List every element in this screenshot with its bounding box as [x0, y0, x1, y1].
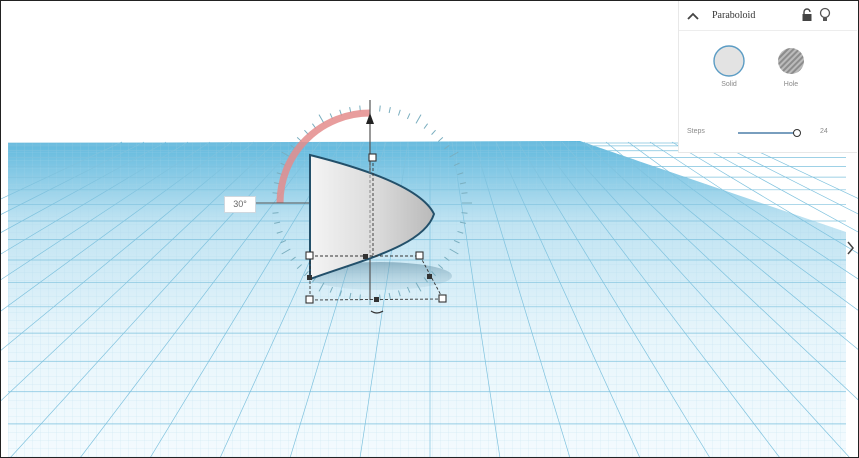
solid-label: Solid: [721, 81, 737, 88]
midpoint-handle[interactable]: [363, 254, 368, 259]
midpoint-handle[interactable]: [374, 297, 379, 302]
workplane-grid[interactable]: [0, 141, 859, 458]
steps-slider[interactable]: [737, 127, 803, 139]
solid-option[interactable]: Solid: [707, 44, 751, 94]
solid-swatch: [713, 45, 745, 77]
rotation-handle[interactable]: [366, 113, 374, 124]
slider-knob[interactable]: [793, 129, 801, 137]
rotation-ring[interactable]: [254, 100, 472, 305]
hole-label: Hole: [783, 81, 799, 88]
hole-option[interactable]: Hole: [769, 44, 813, 94]
steps-label: Steps: [687, 128, 705, 135]
midpoint-handle[interactable]: [307, 275, 312, 280]
rotation-angle-readout: 30°: [224, 196, 256, 213]
lock-icon[interactable]: [801, 8, 813, 22]
lightbulb-icon[interactable]: [819, 7, 831, 23]
hole-swatch: [778, 48, 804, 74]
rotate-arrow-icon[interactable]: [370, 310, 384, 314]
resize-handle[interactable]: [305, 153, 447, 304]
steps-value: 24: [820, 128, 828, 135]
panel-header: Paraboloid: [679, 0, 857, 31]
midpoint-handle[interactable]: [427, 274, 432, 279]
shape-name: Paraboloid: [712, 10, 756, 21]
shape-properties-panel: Paraboloid Solid: [678, 0, 857, 153]
chevron-right-icon[interactable]: [845, 238, 857, 258]
chevron-up-icon[interactable]: [685, 8, 701, 24]
